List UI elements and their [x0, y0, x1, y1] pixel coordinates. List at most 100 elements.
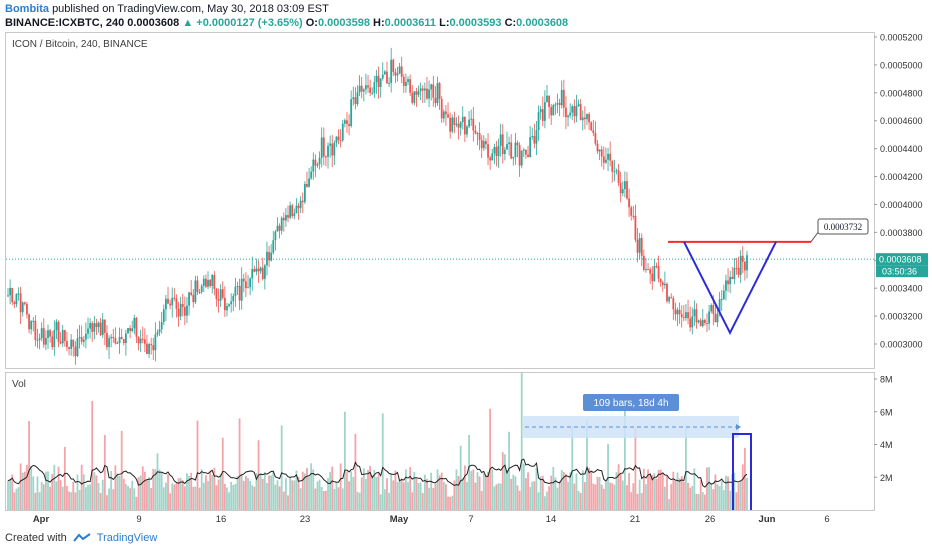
down-volume-bar	[642, 468, 645, 510]
down-candle	[34, 320, 37, 340]
down-candle	[360, 85, 363, 92]
down-volume-bar	[636, 493, 639, 510]
up-candle	[466, 126, 468, 135]
down-candle	[66, 340, 68, 348]
down-candle	[445, 111, 447, 115]
up-volume-bar	[746, 478, 748, 510]
down-volume-bar	[501, 452, 504, 510]
up-volume-bar	[567, 481, 569, 510]
up-candle	[188, 292, 190, 306]
up-volume-bar	[156, 453, 159, 510]
up-candle	[343, 120, 346, 124]
up-candle	[329, 143, 332, 146]
tradingview-brand[interactable]: TradingView	[96, 532, 158, 544]
volume-axis-label: 8M	[880, 375, 893, 385]
symbol-label: BINANCE:ICXBTC, 240	[5, 17, 125, 29]
up-candle	[459, 122, 462, 128]
down-volume-bar	[449, 496, 452, 510]
high-label: H:	[373, 17, 385, 29]
down-candle	[242, 278, 245, 282]
down-candle	[485, 141, 487, 145]
up-candle	[729, 276, 732, 285]
up-volume-bar	[407, 481, 409, 510]
up-volume-bar	[40, 481, 43, 510]
up-volume-bar	[236, 476, 239, 510]
up-candle	[598, 149, 601, 152]
up-candle	[413, 91, 416, 103]
down-candle	[282, 217, 285, 221]
down-volume-bar	[28, 421, 30, 510]
down-candle	[215, 288, 218, 300]
annotation-text: 0.0003732	[824, 222, 862, 232]
up-candle	[70, 339, 73, 349]
up-volume-bar	[249, 480, 252, 510]
up-volume-bar	[423, 474, 426, 510]
up-candle	[577, 104, 580, 106]
down-candle	[558, 103, 561, 106]
down-volume-bar	[183, 486, 186, 510]
up-candle	[529, 137, 532, 158]
last-price: 0.0003608	[127, 17, 180, 29]
down-volume-bar	[114, 465, 117, 510]
down-volume-bar	[394, 470, 397, 510]
up-volume-bar	[720, 480, 723, 510]
down-volume-bar	[592, 483, 595, 510]
down-volume-bar	[421, 493, 424, 510]
up-volume-bar	[691, 485, 694, 510]
up-volume-bar	[522, 463, 525, 510]
up-candle	[356, 92, 359, 105]
low-label: L:	[439, 17, 450, 29]
author-name[interactable]: Bombita	[5, 3, 49, 15]
down-volume-bar	[26, 465, 28, 510]
price-axis-label: 0.0004000	[880, 200, 923, 210]
down-candle	[632, 215, 635, 217]
up-candle	[581, 117, 584, 121]
down-candle	[600, 149, 603, 157]
up-volume-bar	[160, 471, 163, 510]
down-candle	[657, 266, 660, 279]
up-volume-bar	[419, 482, 422, 510]
down-volume-bar	[478, 476, 481, 510]
up-candle	[162, 309, 165, 323]
down-candle	[434, 97, 437, 104]
down-volume-bar	[699, 480, 702, 510]
down-volume-bar	[533, 481, 536, 510]
up-candle	[272, 240, 275, 253]
down-volume-bar	[661, 472, 664, 510]
down-candle	[550, 106, 553, 116]
up-volume-bar	[61, 486, 64, 510]
down-volume-bar	[714, 474, 717, 510]
down-candle	[11, 287, 14, 303]
up-volume-bar	[158, 469, 161, 510]
down-volume-bar	[411, 492, 414, 510]
down-candle	[57, 321, 60, 342]
down-volume-bar	[99, 492, 102, 510]
down-candle	[703, 319, 706, 324]
up-candle	[358, 85, 361, 93]
up-candle	[240, 278, 243, 301]
down-volume-bar	[23, 471, 26, 510]
down-volume-bar	[51, 474, 54, 510]
up-volume-bar	[352, 477, 355, 510]
up-volume-bar	[508, 431, 510, 510]
up-volume-bar	[710, 483, 713, 510]
up-volume-bar	[312, 469, 315, 510]
down-candle	[495, 146, 498, 157]
down-candle	[731, 276, 734, 280]
time-axis-label: 23	[300, 514, 311, 525]
down-candle	[146, 343, 148, 354]
down-candle	[143, 339, 146, 344]
up-volume-bar	[381, 413, 384, 510]
annotation-box	[817, 218, 869, 235]
up-candle	[710, 305, 713, 312]
up-candle	[186, 305, 188, 316]
up-volume-bar	[638, 479, 641, 510]
up-volume-bar	[405, 469, 407, 510]
up-volume-bar	[476, 472, 479, 510]
down-volume-bar	[689, 487, 692, 510]
up-candle	[15, 293, 18, 305]
up-candle	[365, 85, 367, 90]
down-volume-bar	[392, 480, 395, 510]
up-candle	[362, 89, 365, 92]
